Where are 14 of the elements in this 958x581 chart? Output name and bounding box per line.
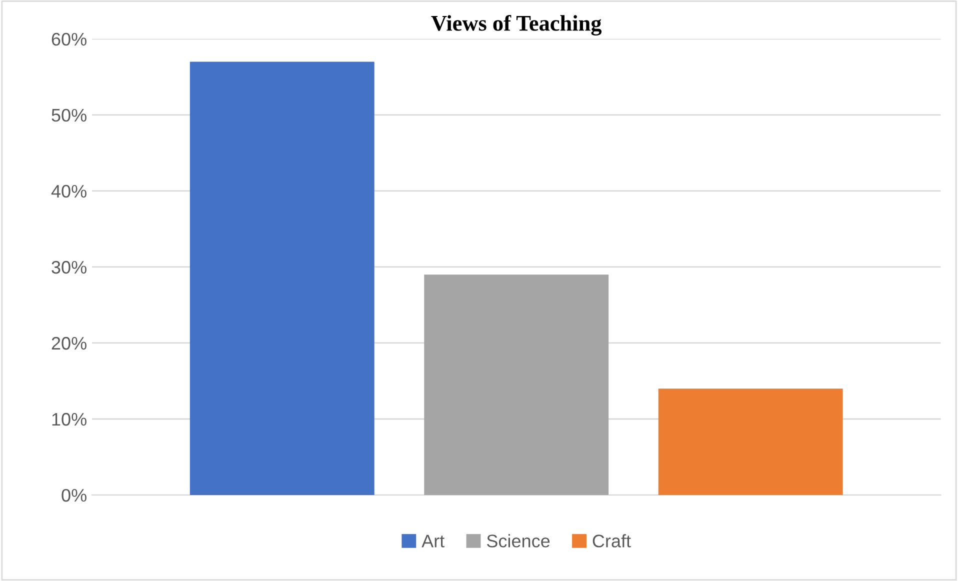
legend-label: Art [422,534,444,548]
y-tick-label: 40% [51,184,86,198]
bar [424,274,609,496]
bar [658,388,843,496]
y-tick-label: 20% [52,336,86,350]
y-tick-label: 0% [62,488,86,502]
legend-label: Craft [592,534,631,548]
legend-label: Science [486,534,550,548]
y-tick-label: 60% [52,32,86,46]
y-tick-label: 10% [52,412,86,426]
y-tick-label: 30% [52,260,86,274]
bar [190,62,374,496]
y-tick-label: 50% [52,108,86,122]
chart-title: Views of Teaching [431,14,602,36]
